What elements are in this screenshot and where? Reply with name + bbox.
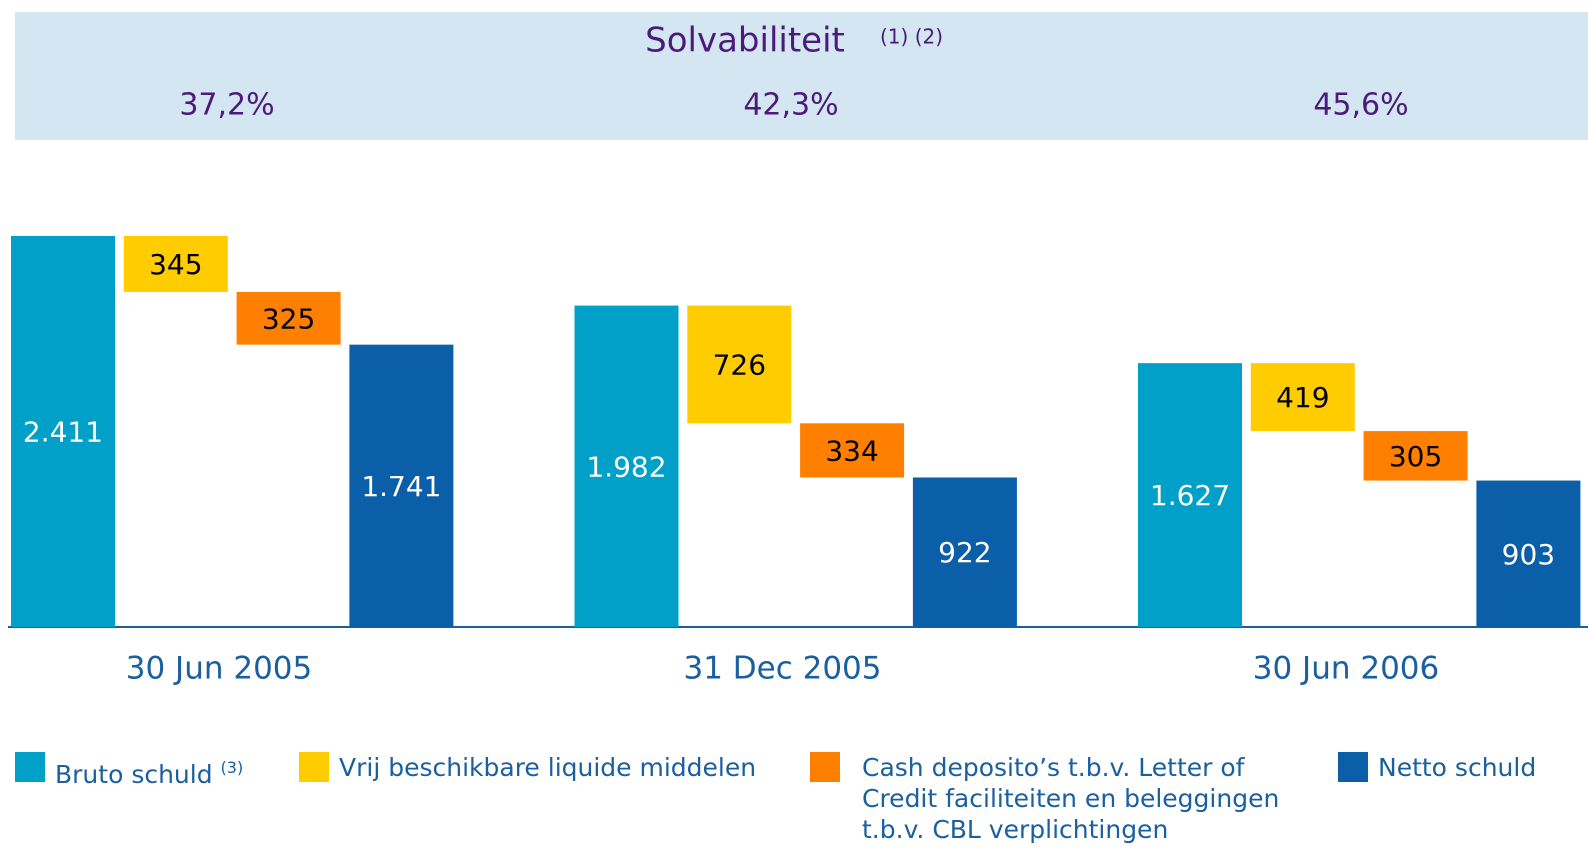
bar [1250,363,1355,432]
data-label: 2.411 [23,416,103,449]
x-tick-label: 30 Jun 2006 [1253,651,1439,687]
data-label: 922 [938,536,991,569]
legend-swatch [1338,752,1368,782]
legend-text: Bruto schuld [55,760,213,789]
solvency-ratio: 45,6% [1313,88,1408,123]
legend-swatch [810,752,840,782]
bar [687,305,792,424]
x-tick-label: 31 Dec 2005 [683,651,881,687]
legend-label: Netto schuld [1378,752,1536,783]
solvency-ratio: 42,3% [743,88,838,123]
legend-text: Netto schuld [1378,753,1537,782]
bar [1363,431,1468,481]
bar [1476,480,1581,627]
data-label: 345 [149,248,202,281]
data-label: 419 [1276,381,1329,414]
data-label: 726 [713,348,766,381]
legend-label: Bruto schuld (3) [55,752,243,790]
legend-item: Cash deposito’s t.b.v. Letter of Credit … [810,752,1290,845]
bar [236,291,341,345]
legend-text: Cash deposito’s t.b.v. Letter of Credit … [862,753,1280,844]
legend-label: Vrij beschikbare liquide middelen [339,752,756,783]
legend-item: Bruto schuld (3) [15,752,285,790]
bar [800,423,905,478]
bar [912,477,1017,627]
data-label: 1.741 [361,470,441,503]
bar [11,236,115,627]
legend-item: Vrij beschikbare liquide middelen [299,752,799,783]
legend-item: Netto schuld [1338,752,1588,783]
legend-text: Vrij beschikbare liquide middelen [339,753,757,782]
header-title: Solvabiliteit [645,21,845,61]
data-label: 305 [1389,440,1442,473]
bar [1138,363,1242,627]
data-label: 903 [1502,538,1555,571]
data-label: 1.627 [1150,479,1230,512]
legend-note: (3) [220,758,244,777]
header-note: (1) (2) [880,25,943,49]
data-label: 325 [262,302,315,335]
solvency-ratio: 37,2% [179,88,274,123]
bar [349,344,454,627]
header-band [15,12,1588,140]
x-tick-label: 30 Jun 2005 [126,651,312,687]
legend-swatch [15,752,45,782]
data-label: 334 [825,434,878,467]
legend-swatch [299,752,329,782]
legend-label: Cash deposito’s t.b.v. Letter of Credit … [862,752,1290,845]
bar [574,305,679,627]
data-label: 1.982 [586,450,666,483]
bar [123,236,228,292]
